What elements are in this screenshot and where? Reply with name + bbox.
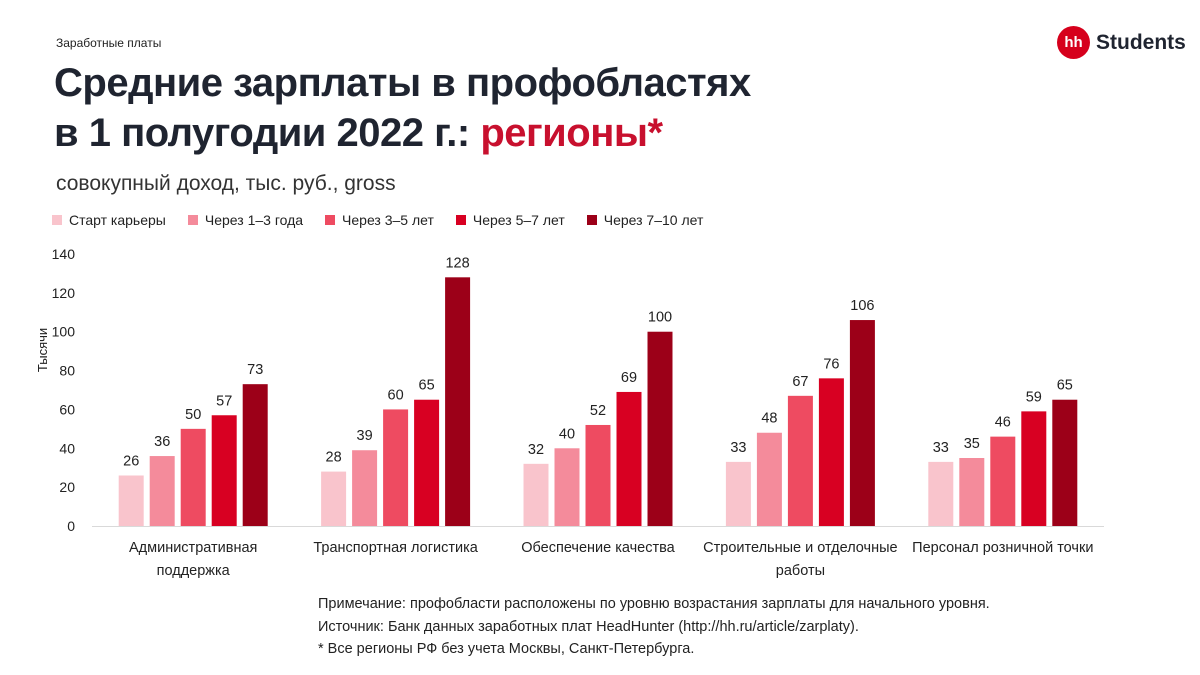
bar xyxy=(414,399,440,526)
title-accent: регионы* xyxy=(480,111,663,155)
bar-value-label: 65 xyxy=(1057,378,1073,394)
legend-swatch xyxy=(187,215,198,225)
hh-logo-icon: hh xyxy=(1057,26,1090,59)
bar xyxy=(321,471,347,526)
bar xyxy=(445,277,471,526)
bar xyxy=(149,456,175,526)
x-tick-label: Строительные и отделочные xyxy=(703,540,897,556)
bar-value-label: 76 xyxy=(823,356,839,372)
chart-subtitle: совокупный доход, тыс. руб., gross xyxy=(56,172,396,195)
page-title: Средние зарплаты в профобластях в 1 полу… xyxy=(54,58,751,158)
y-tick-label: 60 xyxy=(59,401,75,417)
bar-value-label: 57 xyxy=(216,393,232,409)
bar xyxy=(616,391,642,526)
bar-value-label: 36 xyxy=(154,434,170,450)
legend-item: Через 7–10 лет xyxy=(586,212,704,228)
legend-swatch xyxy=(52,215,62,225)
x-tick-label: Административная xyxy=(129,540,257,556)
bar xyxy=(725,461,751,526)
bar xyxy=(242,384,268,526)
bar-chart: 0 20 40 60 80 100 120 140 Тысячи 26 36 50 57 73 Админи… xyxy=(35,246,1104,579)
bar-value-label: 100 xyxy=(648,310,672,326)
chart-legend: Старт карьеры Через 1–3 года Через 3–5 лет… xyxy=(52,212,725,228)
x-tick-label: поддержка xyxy=(157,563,231,579)
legend-item: Старт карьеры xyxy=(52,212,166,228)
y-tick-label: 100 xyxy=(52,324,76,340)
bar-value-label: 33 xyxy=(730,440,746,456)
title-line-2-text: в 1 полугодии 2022 г.: xyxy=(54,111,470,155)
legend-label: Через 7–10 лет xyxy=(603,212,704,228)
y-axis-label: Тысячи xyxy=(35,328,50,372)
bar xyxy=(585,424,611,526)
section-kicker: Заработные платы xyxy=(56,36,162,50)
bar xyxy=(180,428,206,526)
footnote-source: Источник: Банк данных заработных плат He… xyxy=(318,618,859,635)
legend-swatch xyxy=(586,215,597,225)
bar-value-label: 40 xyxy=(559,426,575,442)
footnotes: Примечание: профобласти расположены по у… xyxy=(318,593,990,661)
bar xyxy=(1021,411,1047,526)
legend-label: Через 1–3 года xyxy=(204,212,304,228)
bar-value-label: 32 xyxy=(528,442,544,458)
legend-label: Через 5–7 лет xyxy=(472,212,565,228)
bar xyxy=(849,320,875,526)
bar-value-label: 67 xyxy=(792,374,808,390)
bar xyxy=(523,463,549,526)
title-line-1: Средние зарплаты в профобластях xyxy=(54,61,751,105)
bar-value-label: 48 xyxy=(761,411,777,427)
bar-value-label: 60 xyxy=(388,387,404,403)
y-tick-label: 80 xyxy=(59,363,75,379)
legend-swatch xyxy=(325,215,336,225)
bar-value-label: 39 xyxy=(357,428,373,444)
y-tick-label: 140 xyxy=(52,246,76,262)
bar xyxy=(554,448,580,526)
bar-value-label: 46 xyxy=(995,415,1011,431)
bar-value-label: 52 xyxy=(590,403,606,419)
footnote-remark: Примечание: профобласти расположены по у… xyxy=(318,596,990,612)
bar xyxy=(990,436,1016,526)
bar-value-label: 35 xyxy=(964,436,980,452)
bar-value-label: 59 xyxy=(1026,389,1042,405)
legend-label: Через 3–5 лет xyxy=(342,212,434,228)
bar xyxy=(818,378,844,526)
footnote-regions: * Все регионы РФ без учета Москвы, Санкт… xyxy=(318,641,695,657)
bar-value-label: 26 xyxy=(123,453,139,469)
bar-value-label: 106 xyxy=(850,298,874,314)
x-tick-label: работы xyxy=(776,563,825,579)
bar-value-label: 28 xyxy=(326,450,342,466)
legend-item: Через 1–3 года xyxy=(187,212,304,228)
brand-name: Students xyxy=(1096,30,1186,54)
bar xyxy=(647,331,673,526)
x-tick-label: Обеспечение качества xyxy=(521,540,675,556)
bar xyxy=(118,475,144,526)
brand: hh Students xyxy=(1057,26,1186,59)
legend-item: Через 3–5 лет xyxy=(325,212,434,228)
bar-value-label: 33 xyxy=(933,440,949,456)
bar-value-label: 50 xyxy=(185,407,201,423)
title-line-2: в 1 полугодии 2022 г.: регионы* xyxy=(54,108,751,158)
legend-swatch xyxy=(455,215,466,225)
y-tick-label: 0 xyxy=(67,518,75,534)
bar xyxy=(383,409,409,526)
bar-value-label: 128 xyxy=(445,255,469,271)
y-tick-label: 40 xyxy=(59,440,75,456)
bar xyxy=(1052,399,1078,526)
bar xyxy=(928,461,954,526)
y-tick-label: 120 xyxy=(52,285,76,301)
legend-label: Старт карьеры xyxy=(69,212,166,228)
bar-value-label: 73 xyxy=(247,362,263,378)
x-tick-label: Транспортная логистика xyxy=(313,540,478,556)
bar xyxy=(211,415,237,526)
legend-item: Через 5–7 лет xyxy=(455,212,565,228)
x-tick-label: Персонал розничной точки xyxy=(912,540,1093,556)
bar-value-label: 69 xyxy=(621,370,637,386)
bar xyxy=(352,450,378,526)
y-tick-label: 20 xyxy=(59,479,75,495)
bar xyxy=(959,458,985,526)
bar xyxy=(756,432,782,526)
bar-value-label: 65 xyxy=(419,378,435,394)
bar xyxy=(787,395,813,526)
